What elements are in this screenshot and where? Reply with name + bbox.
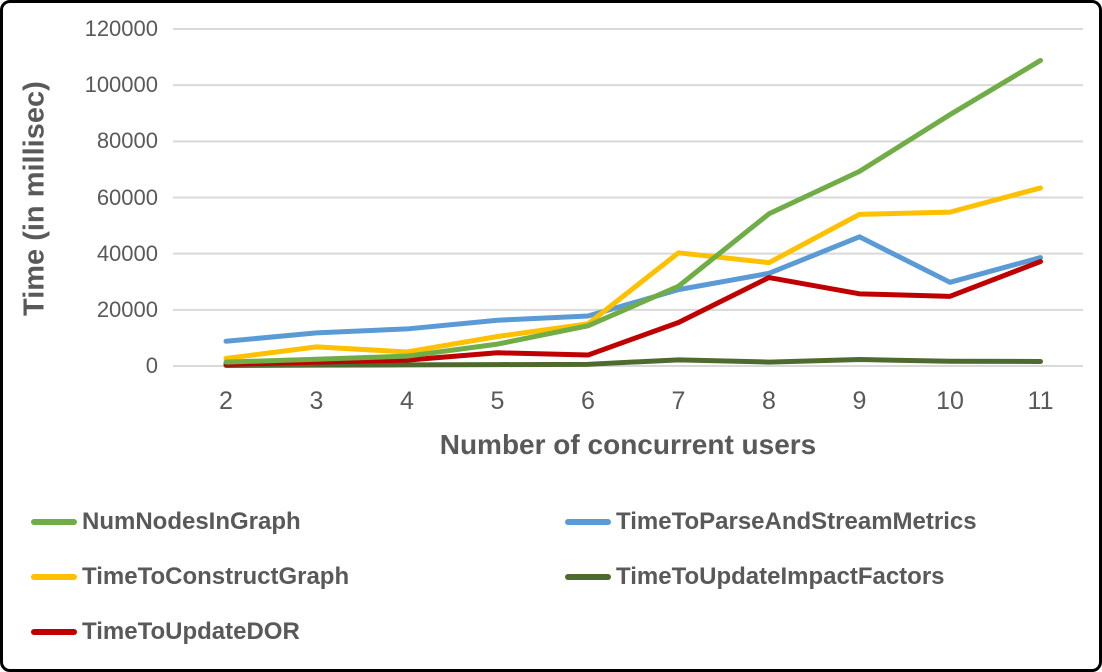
legend-line-swatch	[31, 574, 77, 580]
legend-item-TimeToParseAndStreamMetrics: TimeToParseAndStreamMetrics	[565, 505, 977, 539]
x-tick-label: 8	[762, 387, 776, 415]
y-tick-label: 40000	[96, 240, 158, 266]
x-tick-label: 10	[936, 387, 964, 415]
legend-label: NumNodesInGraph	[82, 508, 301, 535]
legend-item-TimeToUpdateDOR: TimeToUpdateDOR	[31, 615, 565, 649]
plot-area	[173, 28, 1083, 368]
legend-line-swatch	[565, 574, 611, 580]
legend-line-swatch	[31, 629, 77, 635]
series-line-TimeToUpdateDOR	[223, 259, 1043, 367]
x-tick-label: 6	[581, 387, 595, 415]
y-tick-label: 20000	[96, 296, 158, 322]
x-axis-title: Number of concurrent users	[439, 429, 817, 460]
x-tick-label: 7	[671, 387, 686, 415]
y-tick-label: 100000	[84, 72, 158, 98]
x-tick-label: 3	[309, 387, 324, 415]
legend-label: TimeToParseAndStreamMetrics	[616, 508, 977, 535]
legend-label: TimeToConstructGraph	[82, 563, 350, 590]
legend-line-swatch	[565, 519, 611, 525]
x-tick-label: 5	[490, 387, 505, 415]
y-tick-label: 0	[145, 353, 158, 378]
y-tick-label: 80000	[96, 128, 158, 154]
chart-legend: NumNodesInGraph TimeToParseAndStreamMetri…	[31, 505, 977, 649]
series-line-NumNodesInGraph	[223, 57, 1043, 365]
legend-item-TimeToUpdateImpactFactors: TimeToUpdateImpactFactors	[565, 560, 977, 594]
legend-line-swatch	[31, 519, 77, 525]
x-tick-label: 9	[852, 387, 867, 415]
legend-label: TimeToUpdateImpactFactors	[616, 563, 945, 590]
y-tick-label: 120000	[84, 16, 158, 41]
legend-item-NumNodesInGraph: NumNodesInGraph	[31, 505, 565, 539]
x-tick-label: 11	[1027, 387, 1054, 415]
legend-label: TimeToUpdateDOR	[82, 618, 300, 645]
legend-item-TimeToConstructGraph: TimeToConstructGraph	[31, 560, 565, 594]
series-line-TimeToUpdateImpactFactors	[223, 357, 1043, 368]
x-tick-label: 4	[400, 387, 414, 415]
series-line-TimeToConstructGraph	[223, 185, 1043, 361]
x-tick-label: 2	[219, 387, 233, 415]
series-line-TimeToParseAndStreamMetrics	[223, 234, 1043, 344]
y-tick-label: 60000	[96, 184, 158, 210]
y-axis-title: Time (in millisec)	[18, 81, 51, 317]
